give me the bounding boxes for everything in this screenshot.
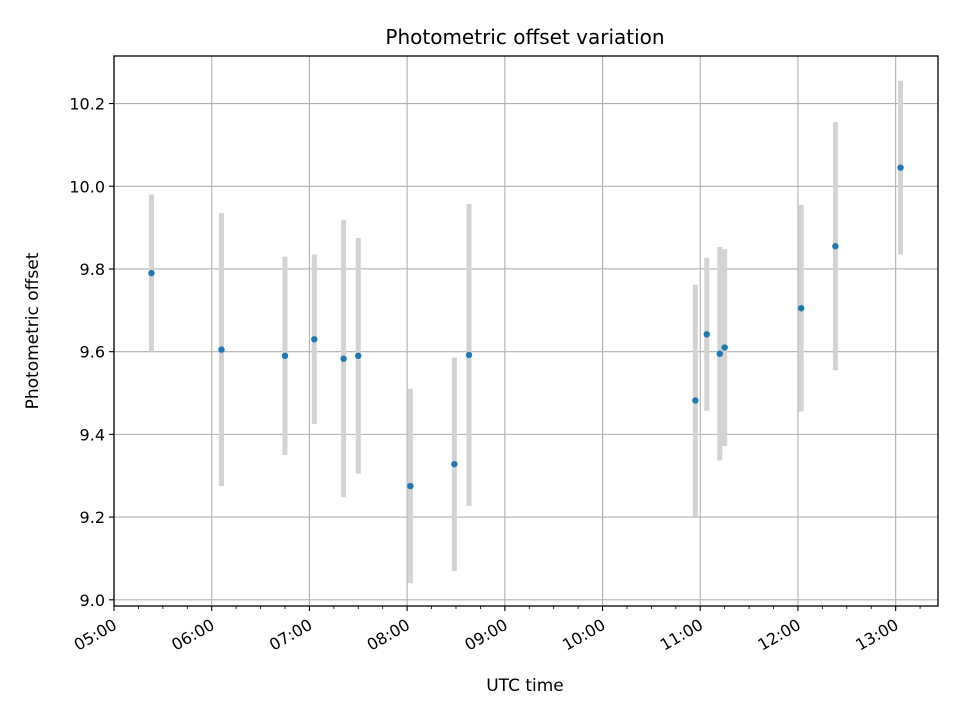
- y-tick-label: 10.2: [69, 95, 105, 114]
- x-axis-label: UTC time: [486, 676, 564, 696]
- data-point: [832, 243, 839, 250]
- chart-title: Photometric offset variation: [385, 25, 664, 49]
- y-tick-label: 9.8: [80, 260, 105, 279]
- y-tick-label: 9.6: [80, 343, 105, 362]
- data-point: [798, 305, 805, 312]
- y-tick-label: 9.0: [80, 591, 105, 610]
- data-points: [148, 164, 904, 490]
- data-point: [311, 336, 318, 343]
- data-point: [692, 397, 699, 404]
- data-point: [721, 344, 728, 351]
- data-point: [340, 355, 347, 362]
- y-tick-label: 9.2: [80, 508, 105, 527]
- data-point: [703, 331, 710, 338]
- data-point: [281, 352, 289, 360]
- grid-lines: [113, 56, 938, 606]
- data-point: [148, 269, 155, 277]
- data-point: [897, 164, 904, 171]
- y-tick-label: 9.4: [80, 425, 105, 444]
- data-point: [355, 352, 362, 360]
- data-point: [407, 482, 414, 490]
- y-axis-label: Photometric offset: [23, 252, 43, 409]
- data-point: [451, 460, 458, 468]
- plot-frame: [113, 55, 939, 607]
- y-tick-label: 10.0: [69, 177, 105, 196]
- data-point: [465, 351, 473, 359]
- data-point: [716, 350, 723, 357]
- data-point: [218, 346, 225, 353]
